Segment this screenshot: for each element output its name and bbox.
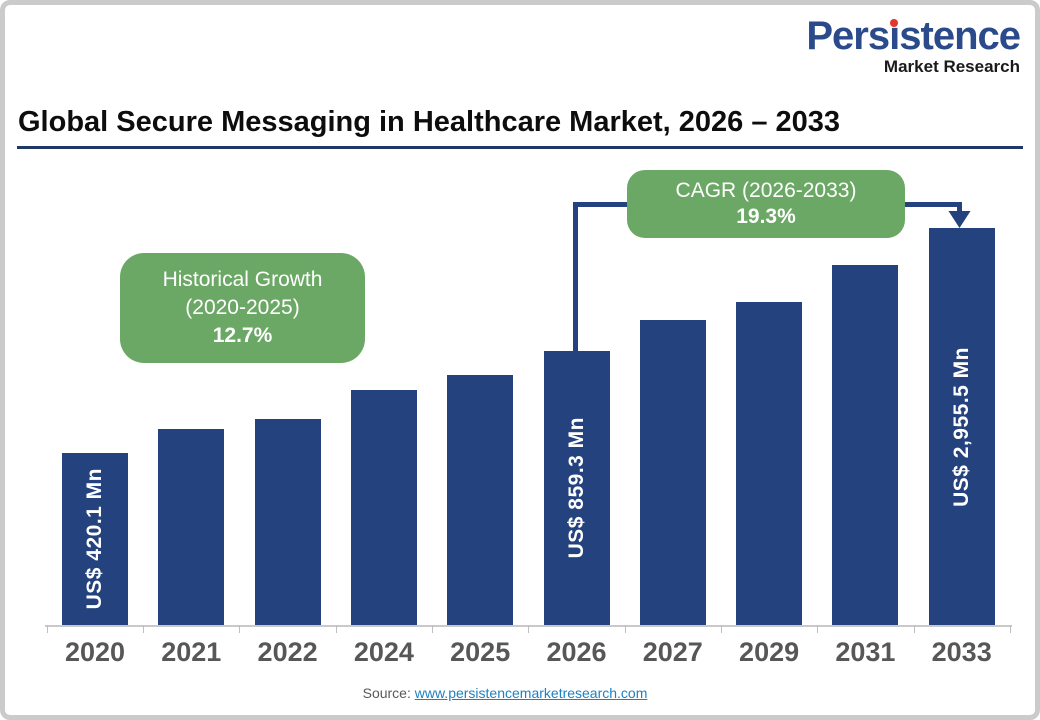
bar-2022 (254, 419, 321, 625)
x-axis-tick (239, 625, 241, 633)
bar-2029 (736, 302, 803, 625)
bar-2031 (832, 265, 899, 625)
x-axis-tick (143, 625, 145, 633)
historical-growth-value: 12.7% (212, 324, 273, 347)
cagr-line1: CAGR (2026-2033) (675, 179, 857, 202)
brand-name-post: stence (899, 14, 1021, 58)
x-axis-label-2026: 2026 (546, 637, 607, 667)
bar-value-label-2033: US$ 2,955.5 Mn (949, 346, 973, 507)
historical-growth-line1: Historical Growth (162, 268, 323, 291)
bar-2026: US$ 859.3 Mn (543, 351, 610, 625)
historical-growth-line2: (2020-2025) (185, 296, 300, 319)
x-axis-label-2020: 2020 (64, 637, 126, 667)
x-axis-tick (46, 625, 48, 633)
bar-value-label-2020: US$ 420.1 Mn (83, 468, 106, 610)
x-axis-label-2021: 2021 (161, 637, 222, 667)
brand-name: Persı stence (806, 14, 1021, 58)
x-axis-label-2025: 2025 (450, 637, 511, 667)
x-axis-tick (335, 625, 337, 633)
x-axis-tick (528, 625, 530, 633)
x-axis-tick (432, 625, 434, 633)
source-prefix: Source: (362, 685, 411, 701)
brand-name-pre: Pers (806, 14, 890, 58)
source-line: Source: www.persistencemarketresearch.co… (0, 685, 1010, 701)
x-axis-label-2024: 2024 (353, 637, 414, 667)
bar-2027 (639, 320, 706, 625)
page-title: Global Secure Messaging in Healthcare Ma… (18, 106, 841, 138)
x-axis-tick (913, 625, 915, 633)
x-axis-tick (1009, 625, 1011, 633)
bar-2024 (350, 390, 417, 625)
x-axis-label-2031: 2031 (835, 637, 896, 667)
bar-value-label-2026: US$ 859.3 Mn (564, 417, 588, 559)
x-axis-label-2029: 2029 (739, 637, 800, 667)
brand-tagline: Market Research (883, 57, 1020, 76)
brand-logo: Persı stence Market Research (806, 14, 1021, 76)
title-underline (17, 146, 1023, 149)
bar-2020: US$ 420.1 Mn (62, 453, 128, 625)
bar-2025 (447, 375, 514, 625)
source-link[interactable]: www.persistencemarketresearch.com (414, 685, 648, 701)
cagr-value: 19.3% (736, 205, 796, 228)
x-axis-tick (624, 625, 626, 633)
x-axis-tick (720, 625, 722, 633)
x-axis-label-2033: 2033 (931, 637, 992, 667)
x-axis-label-2022: 2022 (257, 637, 318, 667)
cagr-callout: CAGR (2026-2033) 19.3% (627, 170, 905, 238)
x-axis-tick (817, 625, 819, 633)
x-axis-label-2027: 2027 (642, 637, 703, 667)
brand-name-i: ı (889, 14, 900, 58)
historical-growth-callout: Historical Growth (2020-2025) 12.7% (120, 253, 365, 363)
brand-red-dot-icon (890, 19, 899, 27)
bar-2033: US$ 2,955.5 Mn (928, 228, 995, 625)
bar-2021 (158, 429, 225, 625)
